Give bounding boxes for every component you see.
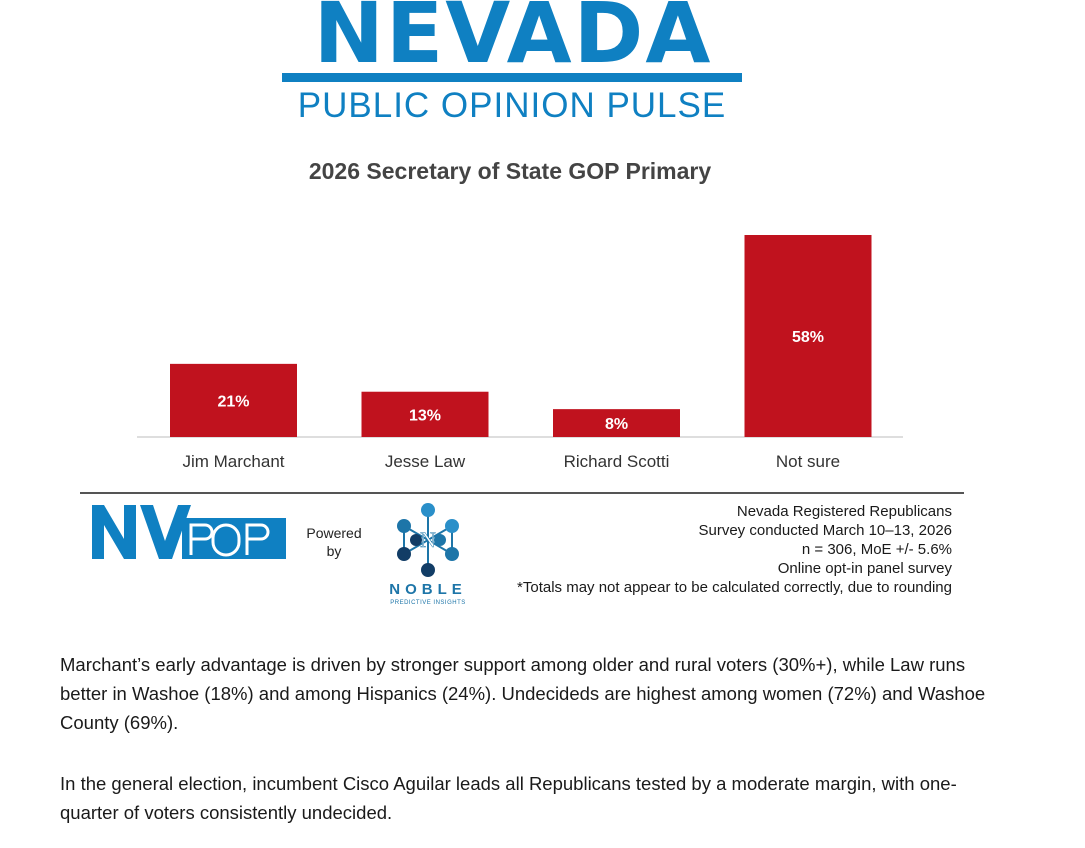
- bar-value-label-3: 58%: [792, 329, 824, 346]
- powered-by-label: Powered by: [306, 525, 362, 559]
- bar-chart: 21% Jim Marchant 13% Jesse Law 8% Richard Sco…: [137, 235, 903, 471]
- noble-logo-mark: N: [397, 503, 459, 577]
- bar-2: [553, 409, 680, 437]
- category-label-3: Not sure: [776, 452, 840, 471]
- nvpop-logo: [92, 505, 286, 559]
- survey-note-sample: n = 306, MoE +/- 5.6%: [801, 541, 952, 558]
- svg-text:N: N: [420, 527, 436, 552]
- category-label-1: Jesse Law: [385, 452, 466, 471]
- survey-note-dates: Survey conducted March 10–13, 2026: [698, 522, 953, 539]
- analysis-paragraph-1: Marchant’s early advantage is driven by …: [60, 654, 986, 733]
- bar-3: [744, 235, 872, 437]
- survey-note-population: Nevada Registered Republicans: [736, 503, 952, 520]
- bar-1: [361, 391, 489, 437]
- category-label-2: Richard Scotti: [564, 452, 670, 471]
- survey-note-rounding: *Totals may not appear to be calculated …: [517, 579, 952, 596]
- bar-value-label-2: 8%: [605, 416, 628, 433]
- brand-title: NEVADA: [313, 0, 713, 72]
- brand-divider: [282, 73, 742, 82]
- footer-divider: [80, 492, 964, 494]
- bar-value-label-0: 21%: [217, 393, 249, 410]
- brand-subtitle: PUBLIC OPINION PULSE: [297, 86, 727, 125]
- category-label-0: Jim Marchant: [182, 452, 284, 471]
- noble-wordmark: NOBLE: [389, 581, 467, 598]
- chart-title: 2026 Secretary of State GOP Primary: [308, 158, 712, 184]
- analysis-paragraph-2: In the general election, incumbent Cisco…: [60, 773, 957, 823]
- bar-value-label-1: 13%: [409, 407, 441, 424]
- bar-0: [170, 363, 297, 437]
- survey-note-method: Online opt-in panel survey: [777, 560, 952, 577]
- noble-tagline: PREDICTIVE INSIGHTS: [390, 600, 466, 606]
- survey-notes: Nevada Registered Republicans Survey con…: [432, 502, 952, 597]
